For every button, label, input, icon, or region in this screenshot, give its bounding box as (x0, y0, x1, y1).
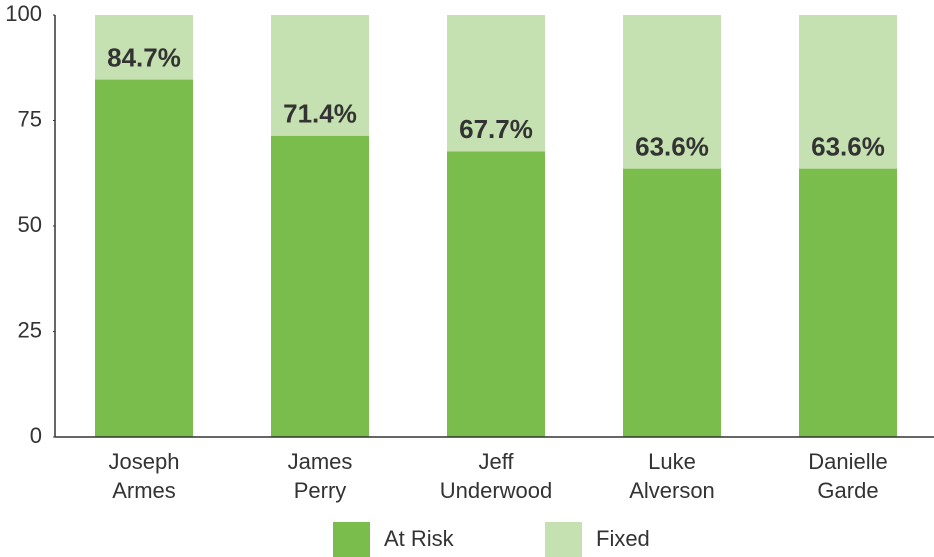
y-tick-label: 0 (30, 423, 42, 448)
value-label: 63.6% (811, 131, 885, 161)
legend-swatch (545, 522, 582, 557)
y-tick-label: 50 (18, 212, 42, 237)
bar-segment (447, 15, 545, 152)
x-tick-label: Joseph Armes (109, 449, 180, 503)
bar-segment (95, 79, 193, 437)
bar-segment (623, 15, 721, 169)
bar-segment (95, 15, 193, 80)
value-label: 67.7% (459, 114, 533, 144)
value-label: 63.6% (635, 131, 709, 161)
bar-segment (271, 15, 369, 136)
y-tick-label: 75 (18, 106, 42, 131)
legend-label: Fixed (596, 526, 650, 551)
x-tick-label: Jeff Underwood (440, 449, 553, 503)
y-tick-label: 25 (18, 317, 42, 342)
x-tick-label: James Perry (288, 449, 353, 503)
bar-segment (447, 151, 545, 437)
legend-label: At Risk (384, 526, 455, 551)
value-label: 71.4% (283, 99, 357, 129)
bar-segment (799, 15, 897, 169)
bar-segment (271, 135, 369, 437)
x-tick-label: Danielle Garde (808, 449, 888, 503)
value-label: 84.7% (107, 42, 181, 72)
legend-swatch (333, 522, 370, 557)
bar-segment (799, 168, 897, 437)
y-tick-label: 100 (5, 1, 42, 26)
x-tick-label: Luke Alverson (629, 449, 715, 503)
bar-segment (623, 168, 721, 437)
